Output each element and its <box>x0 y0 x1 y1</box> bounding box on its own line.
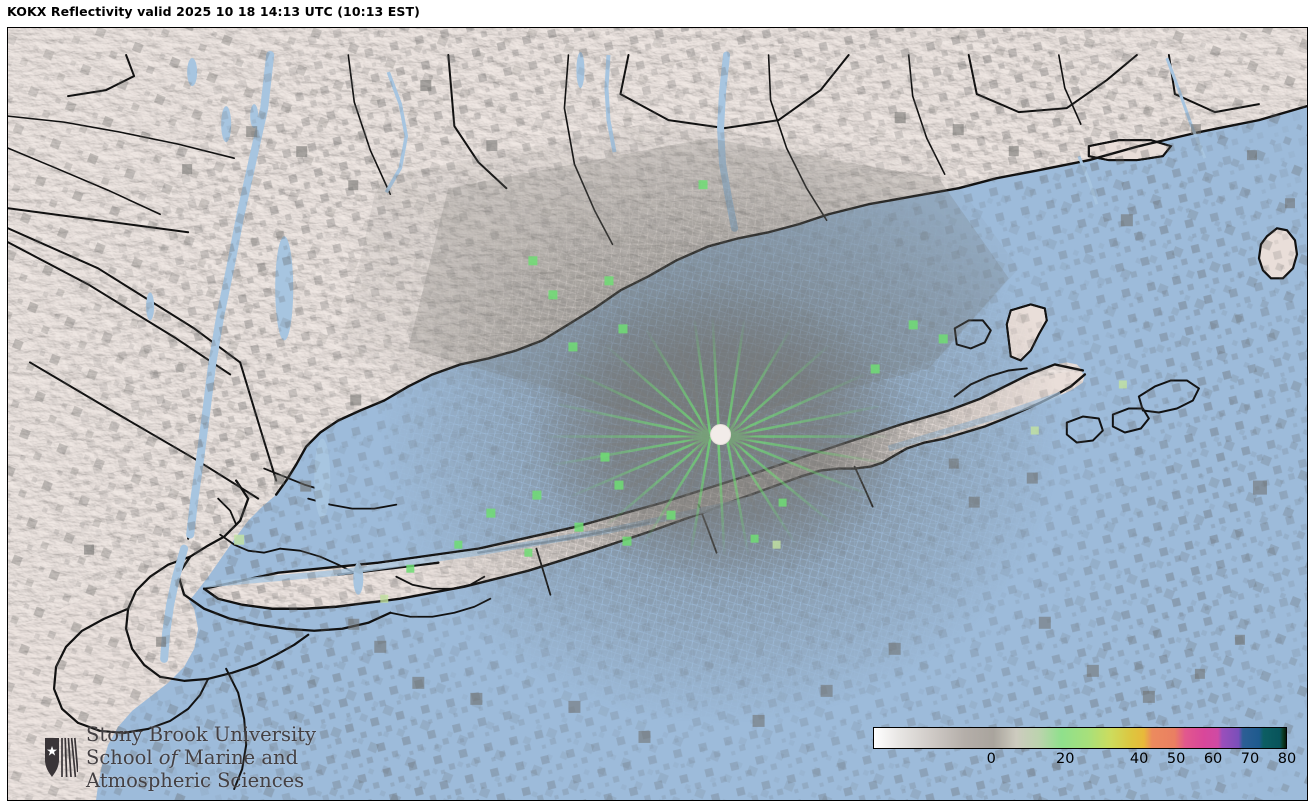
colorbar-tick-80: 80 <box>1277 751 1297 767</box>
pale-green-echo-gates <box>234 380 1127 603</box>
title-bar: KOKX Reflectivity valid 2025 10 18 14:13… <box>0 0 1316 27</box>
green-echo-gates <box>406 180 948 573</box>
colorbar-tick-labels: 0 20 40 50 60 70 80 <box>873 751 1297 775</box>
isolated-clutter-gates <box>84 80 1295 743</box>
reflectivity-colorbar[interactable]: 0 20 40 50 60 70 80 <box>873 727 1297 797</box>
colorbar-tick-60: 60 <box>1203 751 1223 767</box>
colorbar-tick-50: 50 <box>1166 751 1186 767</box>
page-title: KOKX Reflectivity valid 2025 10 18 14:13… <box>7 4 420 19</box>
radar-map-canvas[interactable] <box>8 28 1307 800</box>
colorbar-tick-70: 70 <box>1240 751 1260 767</box>
radar-reflectivity-overlay <box>8 28 1307 800</box>
colorbar-tick-40: 40 <box>1129 751 1149 767</box>
colorbar-tick-20: 20 <box>1055 751 1075 767</box>
radar-map-frame[interactable]: Stony Brook University School of Marine … <box>7 27 1308 801</box>
radar-spokes <box>546 316 891 559</box>
colorbar-tick-0: 0 <box>986 751 996 767</box>
radar-site-marker[interactable] <box>710 424 732 446</box>
colorbar-gradient <box>873 727 1287 749</box>
